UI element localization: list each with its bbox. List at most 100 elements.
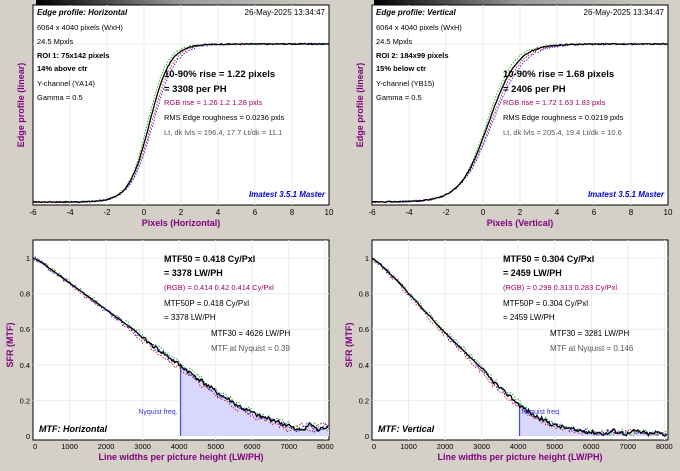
mtf50-lwph: = 2459 LW/PH xyxy=(503,268,562,278)
x-tick-label: 6000 xyxy=(583,442,600,451)
x-tick-label: 10 xyxy=(325,208,334,217)
panel-title: Edge profile: Horizontal xyxy=(37,8,128,17)
roi-position: 15% below ctr xyxy=(376,64,426,73)
rgb-mtf50: (RGB) = 0.299 0.313 0.283 Cy/Pxl xyxy=(503,283,617,292)
y-tick-label: 0.6 xyxy=(20,325,30,334)
x-tick-label: 7000 xyxy=(619,442,636,451)
mtf50-value: MTF50 = 0.304 Cy/Pxl xyxy=(503,254,594,264)
y-tick-label: 0 xyxy=(26,432,30,441)
panel-title: Edge profile: Vertical xyxy=(376,8,457,17)
x-axis-label: Line widths per picture height (LW/PH) xyxy=(98,452,263,462)
x-tick-label: 1000 xyxy=(61,442,78,451)
mtf50-value: MTF50 = 0.418 Cy/Pxl xyxy=(164,254,255,264)
mtf50p-lwph: = 3378 LW/PH xyxy=(164,313,216,322)
y-tick-label: 0.8 xyxy=(20,290,30,299)
mtf-at-nyquist: MTF at Nyquist = 0.146 xyxy=(550,344,634,353)
x-tick-label: 5000 xyxy=(207,442,224,451)
y-axis-label: SFR (MTF) xyxy=(344,323,354,368)
y-tick-label: 0.4 xyxy=(359,361,369,370)
master-label: Imatest 3.5.1 Master xyxy=(588,190,665,199)
x-tick-label: 2 xyxy=(179,208,184,217)
mtf50-lwph: = 3378 LW/PH xyxy=(164,268,223,278)
x-tick-label: 0 xyxy=(481,208,486,217)
red-channel-line xyxy=(371,42,669,204)
master-label: Imatest 3.5.1 Master xyxy=(249,190,326,199)
x-tick-label: 5000 xyxy=(546,442,563,451)
y-axis-label: Edge profile (linear) xyxy=(355,63,365,148)
x-tick-label: 8 xyxy=(629,208,634,217)
panel-date: 26-May-2025 13:34:47 xyxy=(584,8,665,17)
green-channel-line xyxy=(32,257,330,432)
y-tick-label: 0.6 xyxy=(359,325,369,334)
mtf30-value: MTF30 = 4626 LW/PH xyxy=(211,329,290,338)
y-tick-label: 0.2 xyxy=(20,396,30,405)
rise-value: 10-90% rise = 1.22 pixels xyxy=(164,69,275,80)
mtf-curve xyxy=(32,257,329,432)
y-axis-label: SFR (MTF) xyxy=(5,323,15,368)
x-tick-label: 4000 xyxy=(510,442,527,451)
x-tick-label: 6000 xyxy=(244,442,261,451)
x-tick-label: 1000 xyxy=(400,442,417,451)
y-tick-label: 0.2 xyxy=(359,396,369,405)
x-tick-label: 8000 xyxy=(656,442,673,451)
channel-label: Y-channel (YA14) xyxy=(37,79,95,88)
roi-label: ROI 1: 75x142 pixels xyxy=(37,51,110,60)
y-tick-label: 0.4 xyxy=(20,361,30,370)
edge-profile-curve xyxy=(371,42,669,203)
image-size: 6064 x 4040 pixels (WxH) xyxy=(376,23,462,32)
x-tick-label: 8000 xyxy=(317,442,334,451)
x-tick-label: 3000 xyxy=(473,442,490,451)
x-tick-label: 2 xyxy=(518,208,523,217)
blue-channel-line xyxy=(371,257,669,437)
roi-label: ROI 2: 184x99 pixels xyxy=(376,51,449,60)
y-axis-label: Edge profile (linear) xyxy=(16,63,26,148)
roi-position: 14% above ctr xyxy=(37,64,88,73)
mtf-at-nyquist: MTF at Nyquist = 0.39 xyxy=(211,344,290,353)
nyquist-label: Nyquist freq. xyxy=(138,409,177,416)
y-tick-label: 1 xyxy=(365,254,369,263)
x-tick-label: 2000 xyxy=(437,442,454,451)
gamma-label: Gamma = 0.5 xyxy=(37,93,83,102)
x-tick-label: -6 xyxy=(368,208,376,217)
x-tick-label: -2 xyxy=(103,208,111,217)
rise-value: 10-90% rise = 1.68 pixels xyxy=(503,69,614,80)
red-channel-line xyxy=(371,259,669,437)
x-axis-label: Line widths per picture height (LW/PH) xyxy=(437,452,602,462)
x-tick-label: 7000 xyxy=(280,442,297,451)
x-tick-label: -4 xyxy=(405,208,413,217)
edge-roughness: RMS Edge roughness = 0.0219 pxls xyxy=(503,113,624,122)
gradient-strip xyxy=(374,0,668,5)
image-size: 6064 x 4040 pixels (WxH) xyxy=(37,23,123,32)
rise-per-ph: = 2406 per PH xyxy=(503,84,566,95)
x-tick-label: 6 xyxy=(592,208,597,217)
blue-channel-line xyxy=(32,255,330,433)
megapixels: 24.5 Mpxls xyxy=(37,37,74,46)
mtf50p-value: MTF50P = 0.418 Cy/Pxl xyxy=(164,299,249,308)
edge-roughness: RMS Edge roughness = 0.0236 pxls xyxy=(164,113,285,122)
y-tick-label: 0.8 xyxy=(359,290,369,299)
y-tick-label: 1 xyxy=(26,254,30,263)
gradient-strip xyxy=(36,0,330,5)
x-tick-label: -4 xyxy=(66,208,74,217)
mtf50p-lwph: = 2459 LW/PH xyxy=(503,313,555,322)
x-tick-label: 6 xyxy=(253,208,258,217)
x-axis-label: Pixels (Vertical) xyxy=(487,218,554,228)
x-tick-label: 4 xyxy=(555,208,560,217)
x-tick-label: 0 xyxy=(33,442,37,451)
x-axis-label: Pixels (Horizontal) xyxy=(142,218,221,228)
channel-label: Y-channel (YB15) xyxy=(376,79,435,88)
x-tick-label: -6 xyxy=(29,208,37,217)
nyquist-region xyxy=(180,365,329,436)
x-tick-label: 10 xyxy=(664,208,673,217)
mtf30-value: MTF30 = 3281 LW/PH xyxy=(550,329,629,338)
gamma-label: Gamma = 0.5 xyxy=(376,93,422,102)
rgb-mtf50: (RGB) = 0.414 0.42 0.414 Cy/Pxl xyxy=(164,283,274,292)
nyquist-label: Nyquist freq. xyxy=(522,409,561,416)
edge-profile-curve xyxy=(33,42,330,204)
x-tick-label: 2000 xyxy=(98,442,115,451)
light-dark-levels: Lt, dk lvls = 205.4, 19.4 Lt/dk = 10.6 xyxy=(503,128,622,137)
rgb-rise: RGB rise = 1.72 1.63 1.83 pxls xyxy=(503,98,606,107)
panel-title: MTF: Vertical xyxy=(378,424,435,434)
panel-date: 26-May-2025 13:34:47 xyxy=(245,8,326,17)
